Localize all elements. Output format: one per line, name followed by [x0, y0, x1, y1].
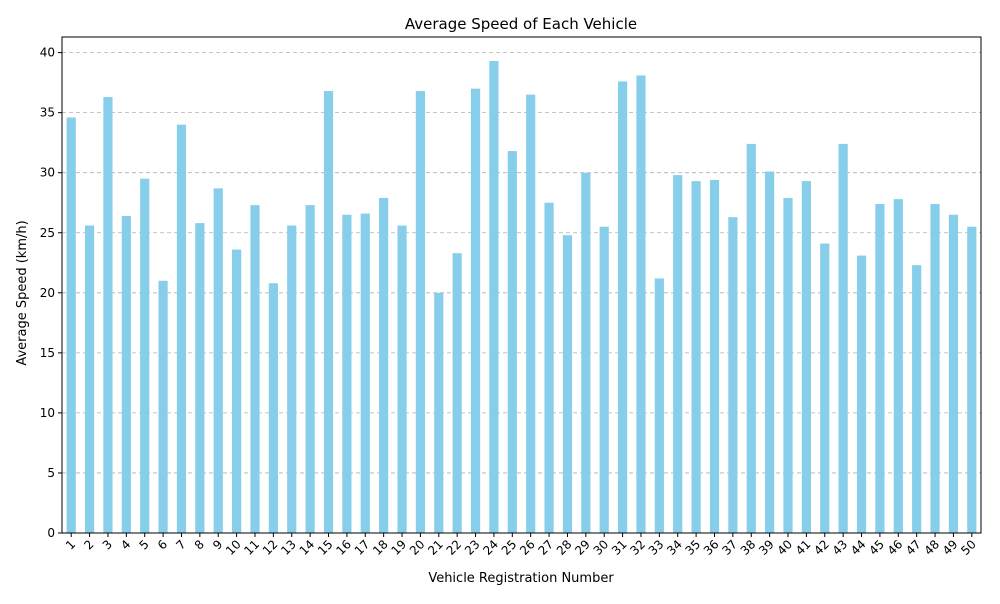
chart-title: Average Speed of Each Vehicle — [405, 15, 637, 33]
y-tick-label: 5 — [47, 466, 55, 480]
bar — [452, 253, 462, 534]
bar — [544, 202, 554, 534]
bar — [820, 243, 830, 533]
y-tick-label: 25 — [40, 226, 55, 240]
x-axis-label: Vehicle Registration Number — [428, 571, 614, 586]
bar — [66, 117, 76, 533]
bar — [912, 265, 922, 533]
bar — [765, 171, 775, 533]
x-tick-label: 8 — [192, 537, 207, 552]
bar — [783, 197, 793, 533]
bar — [342, 214, 352, 533]
x-tick-label: 9 — [210, 537, 225, 552]
bar — [728, 217, 738, 534]
bar — [581, 172, 591, 533]
bar — [801, 181, 811, 534]
bar — [232, 249, 242, 534]
y-tick-label: 10 — [40, 406, 55, 420]
bar — [158, 280, 168, 533]
bar — [930, 203, 940, 533]
bar — [691, 181, 701, 534]
bar — [379, 197, 389, 533]
y-axis-label: Average Speed (km/h) — [15, 220, 30, 365]
y-tick-label: 30 — [40, 166, 55, 180]
bar — [250, 205, 260, 533]
bar — [360, 213, 370, 534]
bar — [654, 278, 664, 533]
bar — [617, 81, 628, 533]
x-tick-label: 2 — [81, 537, 96, 552]
x-tick-label: 5 — [137, 537, 152, 552]
bar — [213, 188, 223, 534]
bar — [948, 214, 959, 533]
bar — [507, 151, 517, 533]
bar — [195, 223, 205, 533]
bar — [489, 61, 499, 533]
bars — [66, 61, 977, 534]
bar — [856, 255, 867, 533]
x-tick-label: 3 — [100, 537, 115, 552]
bar — [397, 225, 407, 533]
bar — [268, 283, 278, 533]
bar — [709, 179, 720, 533]
bar — [893, 199, 903, 534]
x-tick-label: 6 — [155, 537, 170, 552]
bar — [121, 215, 131, 533]
bar — [838, 143, 848, 533]
bar — [323, 91, 334, 534]
bar — [967, 226, 977, 533]
bar — [526, 94, 536, 534]
y-tick-label: 40 — [40, 46, 55, 60]
bar — [673, 175, 683, 533]
bar — [103, 97, 113, 533]
bar — [636, 75, 646, 533]
bar — [875, 203, 885, 533]
x-tick-label: 1 — [63, 537, 78, 552]
y-tick-label: 0 — [47, 526, 55, 540]
y-tick-label: 20 — [40, 286, 55, 300]
x-tick-label: 4 — [118, 537, 133, 552]
bar — [305, 205, 315, 533]
bar — [470, 88, 481, 533]
bar — [140, 178, 150, 533]
x-tick-label: 7 — [173, 537, 188, 552]
plot-frame — [61, 36, 982, 534]
bar — [415, 91, 426, 534]
y-tick-label: 35 — [40, 106, 55, 120]
bar — [84, 225, 95, 533]
bar — [434, 292, 444, 533]
bar — [562, 235, 573, 534]
bar — [176, 124, 187, 533]
y-tick-label: 15 — [40, 346, 55, 360]
bar — [746, 143, 756, 533]
bar — [599, 226, 609, 533]
x-tick-label: 50 — [958, 537, 979, 558]
bar — [287, 225, 297, 533]
